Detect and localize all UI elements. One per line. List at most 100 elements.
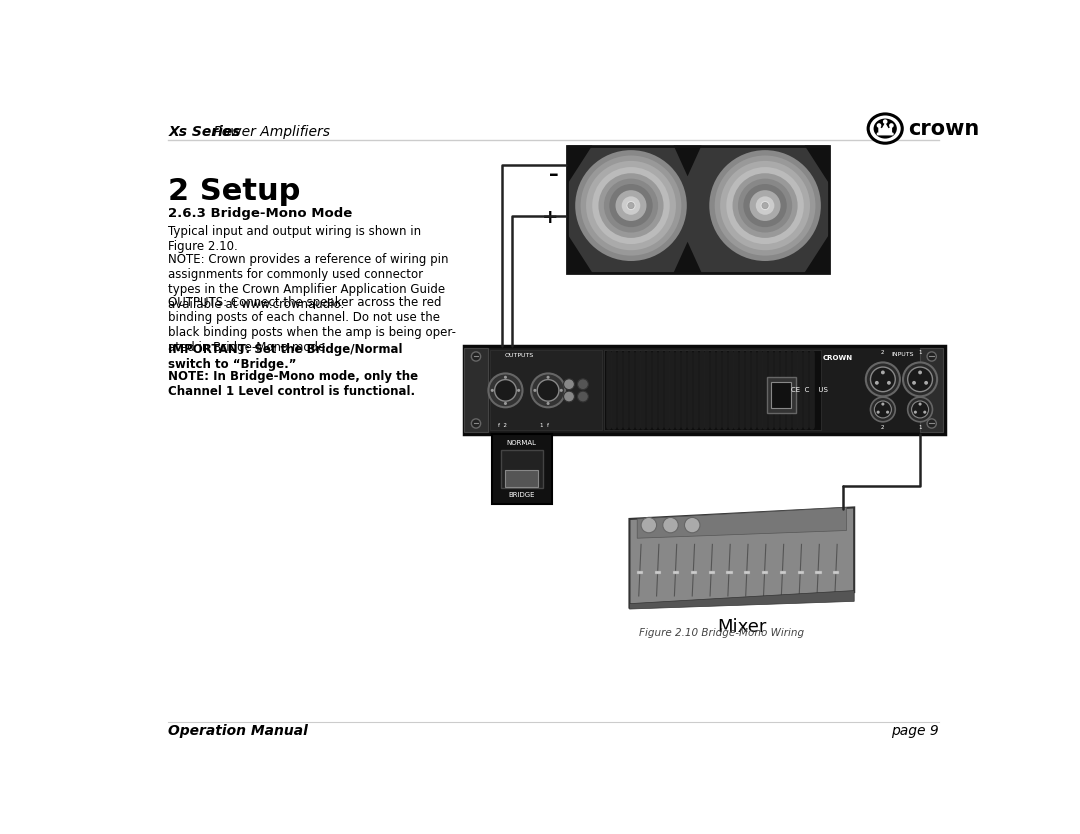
- Text: 2 Setup: 2 Setup: [168, 177, 300, 206]
- Polygon shape: [630, 507, 854, 607]
- Circle shape: [918, 370, 922, 374]
- Circle shape: [604, 178, 658, 233]
- Text: Operation Manual: Operation Manual: [168, 724, 308, 738]
- Circle shape: [762, 203, 768, 208]
- Text: CROWN: CROWN: [823, 354, 853, 360]
- Circle shape: [923, 410, 927, 414]
- Text: +: +: [542, 208, 558, 227]
- Circle shape: [907, 397, 932, 422]
- Circle shape: [750, 190, 781, 221]
- Circle shape: [756, 196, 774, 215]
- Circle shape: [534, 389, 537, 392]
- Circle shape: [870, 397, 895, 422]
- Ellipse shape: [869, 115, 901, 142]
- Circle shape: [927, 352, 936, 361]
- Circle shape: [576, 150, 687, 261]
- Text: BRIDGE: BRIDGE: [509, 492, 535, 498]
- Circle shape: [889, 123, 894, 128]
- Circle shape: [471, 352, 481, 361]
- Bar: [691, 570, 697, 575]
- Circle shape: [903, 363, 937, 396]
- Circle shape: [495, 379, 516, 401]
- Text: NORMAL: NORMAL: [507, 440, 537, 445]
- Circle shape: [738, 178, 793, 233]
- Circle shape: [564, 391, 575, 402]
- Text: CE  C    US: CE C US: [791, 387, 827, 394]
- Circle shape: [685, 517, 700, 533]
- Text: 1: 1: [918, 425, 922, 430]
- Polygon shape: [805, 145, 829, 184]
- Text: Xs Series: Xs Series: [168, 125, 241, 139]
- Circle shape: [715, 155, 815, 255]
- Bar: [464, 348, 488, 432]
- Polygon shape: [674, 145, 702, 176]
- Text: 2: 2: [881, 425, 885, 430]
- Circle shape: [727, 167, 804, 244]
- Bar: [780, 570, 786, 575]
- Polygon shape: [805, 234, 829, 273]
- Text: Power Amplifiers: Power Amplifiers: [210, 125, 330, 139]
- Circle shape: [586, 161, 676, 250]
- Circle shape: [887, 381, 891, 384]
- Circle shape: [546, 376, 550, 379]
- Circle shape: [488, 374, 523, 407]
- Bar: [762, 570, 768, 575]
- Text: OUTPUTS: Connect the speaker across the red
binding posts of each channel. Do no: OUTPUTS: Connect the speaker across the …: [168, 296, 457, 354]
- Circle shape: [877, 123, 881, 128]
- Text: Mixer: Mixer: [717, 618, 767, 636]
- Circle shape: [537, 379, 559, 401]
- Circle shape: [517, 389, 521, 392]
- Text: Typical input and output wiring is shown in
Figure 2.10.: Typical input and output wiring is shown…: [168, 225, 421, 253]
- Text: 2.6.3 Bridge-Mono Mode: 2.6.3 Bridge-Mono Mode: [168, 207, 352, 220]
- Circle shape: [471, 419, 481, 428]
- Text: 1  f: 1 f: [540, 423, 550, 428]
- Text: –: –: [549, 165, 558, 184]
- Circle shape: [490, 389, 494, 392]
- Text: crown: crown: [908, 118, 980, 138]
- Circle shape: [581, 155, 681, 255]
- Bar: [673, 570, 679, 575]
- Circle shape: [743, 184, 786, 227]
- Circle shape: [616, 190, 647, 221]
- Text: OUTPUTS: OUTPUTS: [504, 354, 534, 359]
- Circle shape: [642, 517, 657, 533]
- Bar: [656, 570, 661, 575]
- Circle shape: [882, 119, 888, 124]
- Circle shape: [504, 402, 507, 405]
- Circle shape: [924, 381, 928, 384]
- Text: NOTE: Crown provides a reference of wiring pin
assignments for commonly used con: NOTE: Crown provides a reference of wiri…: [168, 253, 449, 310]
- Text: 2: 2: [881, 350, 885, 355]
- Circle shape: [886, 410, 889, 414]
- Bar: [744, 570, 751, 575]
- Bar: [727, 570, 732, 575]
- Bar: [798, 570, 804, 575]
- Polygon shape: [567, 234, 592, 273]
- Circle shape: [531, 374, 565, 407]
- Circle shape: [875, 381, 879, 384]
- Circle shape: [912, 401, 929, 418]
- Circle shape: [875, 401, 891, 418]
- Circle shape: [627, 203, 634, 208]
- Circle shape: [866, 363, 900, 396]
- Circle shape: [663, 517, 678, 533]
- Ellipse shape: [866, 113, 904, 145]
- Bar: [464, 346, 945, 435]
- Circle shape: [881, 403, 885, 405]
- Text: NOTE: In Bridge-Mono mode, only the
Channel 1 Level control is functional.: NOTE: In Bridge-Mono mode, only the Chan…: [168, 369, 418, 398]
- Bar: [637, 570, 644, 575]
- Circle shape: [504, 376, 507, 379]
- Circle shape: [720, 161, 810, 250]
- Circle shape: [564, 379, 575, 389]
- Bar: [490, 349, 603, 430]
- Circle shape: [546, 402, 550, 405]
- Bar: [771, 382, 792, 408]
- Bar: [708, 570, 715, 575]
- Text: IMPORTANT: Set the Bridge/Normal
switch to “Bridge.”: IMPORTANT: Set the Bridge/Normal switch …: [168, 344, 403, 371]
- Bar: [491, 435, 552, 504]
- Circle shape: [870, 367, 895, 392]
- Ellipse shape: [874, 118, 896, 138]
- Circle shape: [881, 370, 885, 374]
- Bar: [604, 350, 821, 430]
- Circle shape: [609, 184, 652, 227]
- Bar: [505, 470, 538, 486]
